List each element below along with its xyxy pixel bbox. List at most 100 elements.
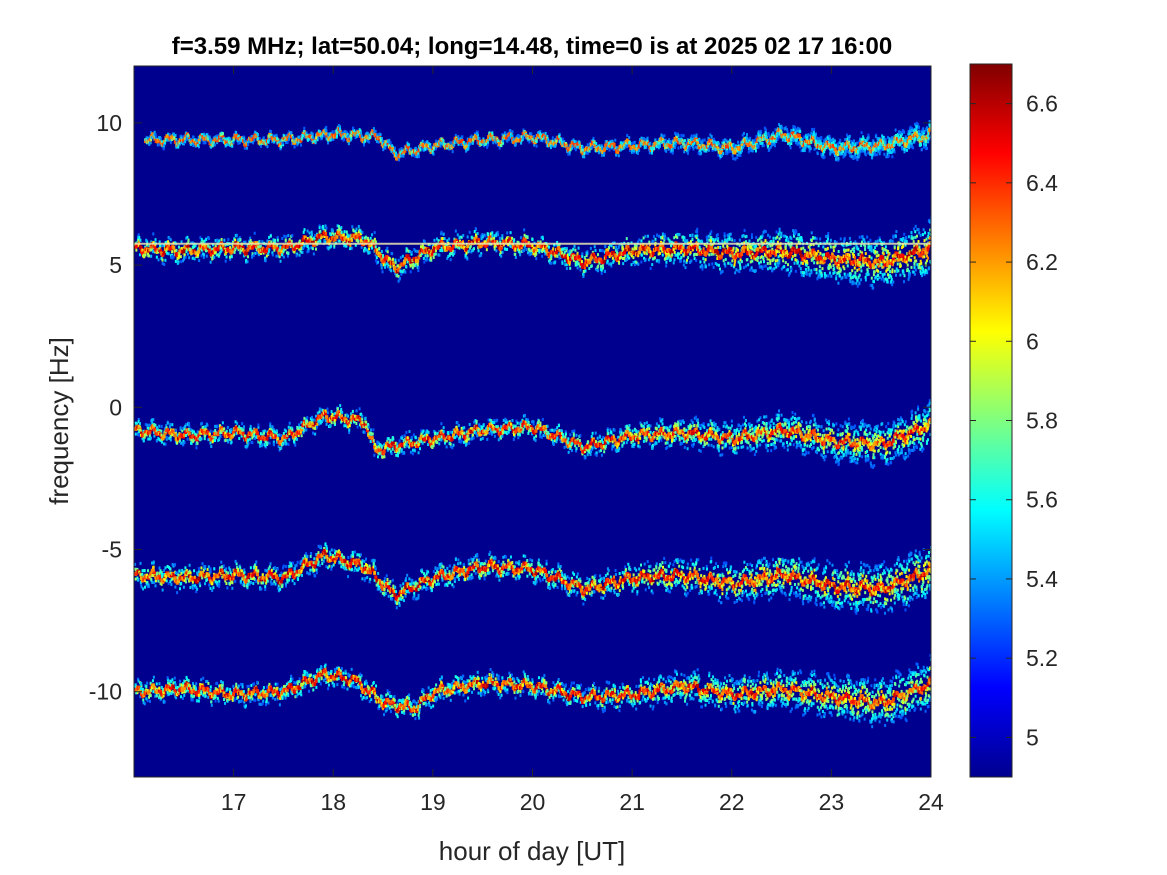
trace-speckle [606,259,609,263]
trace-speckle [574,248,577,252]
trace-core [716,146,720,151]
trace-speckle [890,142,893,146]
trace-speckle [306,229,309,233]
trace-speckle [426,254,429,258]
trace-speckle [175,248,178,252]
trace-speckle [424,254,427,258]
trace-speckle [891,136,894,140]
trace-speckle [213,143,216,147]
trace-core [765,138,769,143]
trace-core [162,250,166,255]
trace-speckle [441,237,444,241]
trace-speckle [932,126,934,129]
trace-speckle [549,143,552,147]
trace-speckle [919,143,922,147]
trace-speckle [672,248,675,252]
trace-speckle [440,230,443,234]
trace-speckle [351,238,354,242]
trace-speckle [189,142,192,146]
trace-core [861,140,865,145]
trace-speckle [206,135,209,139]
trace-speckle [893,140,896,144]
trace-speckle [598,149,601,153]
trace-speckle [579,268,582,272]
trace-speckle [645,252,648,256]
trace-speckle [866,137,869,141]
trace-speckle [374,129,377,133]
trace-speckle [909,125,912,129]
trace-speckle [779,125,782,129]
trace-speckle [331,130,334,134]
trace-speckle [881,137,884,141]
trace-speckle [157,258,160,262]
trace-speckle [843,152,846,156]
trace-speckle [173,136,176,140]
trace-speckle [852,141,855,145]
trace-speckle [435,139,438,143]
trace-core [289,134,293,139]
trace-speckle [788,135,791,139]
trace-speckle [665,254,668,258]
trace-speckle [921,131,924,135]
trace-speckle [418,146,421,150]
trace-speckle [908,132,911,136]
trace-speckle [509,231,512,235]
trace-speckle [347,142,350,146]
trace-speckle [852,139,855,143]
trace-core [519,138,523,143]
trace-speckle [549,146,552,150]
trace-speckle [426,257,429,261]
trace-speckle [179,141,182,145]
trace-speckle [848,134,851,138]
trace-speckle [749,136,752,140]
trace-speckle [486,145,489,149]
trace-speckle [421,139,424,143]
trace-speckle [734,144,737,148]
trace-speckle [517,134,520,138]
trace-speckle [343,230,346,234]
trace-speckle [541,254,544,258]
trace-speckle [477,249,480,253]
trace-speckle [343,130,346,134]
trace-speckle [287,233,290,237]
trace-speckle [597,151,600,155]
trace-speckle [868,152,871,156]
trace-speckle [758,141,761,145]
trace-speckle [908,130,911,134]
trace-speckle [554,260,557,264]
trace-speckle [614,253,617,257]
trace-speckle [731,143,734,147]
trace-speckle [558,140,561,144]
trace-speckle [179,255,182,259]
trace-speckle [786,128,789,132]
trace-speckle [293,250,296,254]
trace-speckle [692,135,695,139]
trace-core [824,143,828,148]
trace-speckle [804,146,807,150]
trace-speckle [551,140,554,144]
trace-speckle [912,128,915,132]
trace-speckle [764,134,767,138]
trace-speckle [922,127,925,131]
trace-speckle [829,152,832,156]
trace-speckle [575,140,578,144]
trace-speckle [850,142,853,146]
trace-speckle [653,147,656,151]
trace-speckle [377,140,380,144]
trace-speckle [191,135,194,139]
trace-speckle [176,261,179,265]
trace-speckle [443,142,446,146]
trace-core [534,137,538,142]
trace-speckle [311,247,314,251]
trace-speckle [765,128,768,132]
trace-speckle [864,152,867,156]
trace-speckle [763,133,766,137]
trace-speckle [466,256,469,260]
trace-speckle [680,255,683,259]
trace-speckle [539,138,542,142]
trace-speckle [862,146,865,150]
trace-speckle [493,136,496,140]
trace-speckle [144,253,147,257]
trace-speckle [617,260,620,264]
trace-speckle [711,148,714,152]
